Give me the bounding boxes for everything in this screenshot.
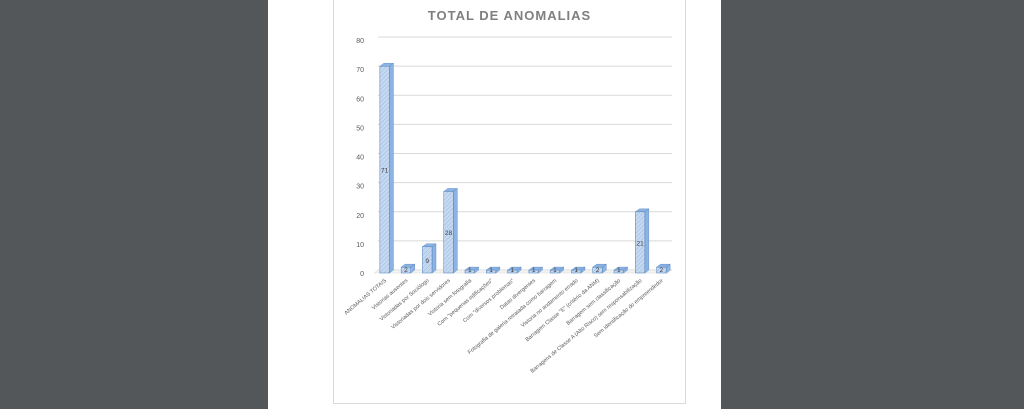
y-tick-label: 70 [356,67,364,74]
data-label: 1 [489,267,493,274]
y-tick-label: 40 [356,155,364,162]
data-label: 71 [381,168,389,175]
y-tick-label: 50 [356,125,364,132]
data-label: 1 [553,267,557,274]
bar-side [431,243,437,274]
data-label: 1 [574,267,578,274]
data-label: 2 [660,267,664,274]
bar [443,191,454,274]
bar [656,266,667,274]
bar [549,269,560,274]
bar-side [644,208,650,274]
chart-title: TOTAL DE ANOMALIAS [427,8,592,23]
y-tick-label: 60 [356,96,364,103]
data-label: 2 [404,267,408,274]
bar-side [389,62,394,274]
data-label: 1 [511,267,515,274]
bar-side [453,188,458,274]
bar [400,266,411,274]
data-label: 2 [596,267,600,274]
bar [507,269,518,274]
data-label: 1 [617,267,621,274]
data-label: 1 [532,267,536,274]
y-tick-label: 80 [356,38,364,45]
y-tick-label: 20 [356,213,364,220]
bar [571,269,582,274]
bar [592,266,603,274]
y-tick-label: 30 [356,184,364,191]
bar [486,269,497,274]
bar [379,65,390,274]
y-tick-label: 10 [356,242,364,249]
bar [613,269,624,274]
chart-area: TOTAL DE ANOMALIAS 0 10 20 30 40 50 60 70 80 71 AN… [333,0,686,404]
data-label: 21 [636,240,644,247]
y-tick-label: 0 [360,271,364,278]
data-label: 1 [468,267,472,274]
bar [528,269,539,274]
bar [464,269,475,274]
data-label: 28 [445,230,453,237]
data-label: 9 [425,258,429,265]
document-page: TOTAL DE ANOMALIAS 0 10 20 30 40 50 60 70 80 71 AN… [268,0,721,409]
bar [422,246,433,274]
bar [635,211,646,274]
